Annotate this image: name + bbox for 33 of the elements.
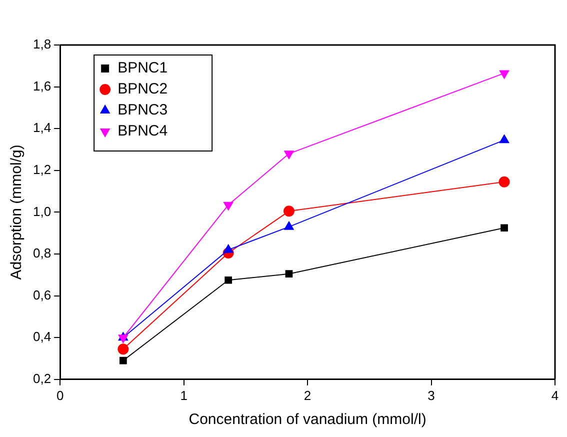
x-tick-label: 2 <box>304 388 312 403</box>
point <box>284 221 294 230</box>
legend-label: BPNC2 <box>118 80 168 98</box>
x-axis-title: Concentration of vanadium (mmol/l) <box>188 411 426 428</box>
legend-label: BPNC3 <box>118 102 168 119</box>
y-tick-label: 1,6 <box>32 78 52 94</box>
x-tick-label: 4 <box>551 388 559 403</box>
point <box>499 134 510 144</box>
point <box>285 270 293 278</box>
y-tick-label: 1,2 <box>32 162 52 177</box>
legend-label: BPNC4 <box>118 122 168 140</box>
y-tick-label: 0,2 <box>32 370 52 386</box>
y-tick-label: 1,8 <box>32 36 52 52</box>
point <box>118 344 129 355</box>
point <box>224 244 234 253</box>
y-tick-label: 1,0 <box>32 204 52 219</box>
x-tick-label: 0 <box>56 388 64 403</box>
x-tick-label: 1 <box>180 388 188 403</box>
y-tick-label: 1,4 <box>32 120 52 136</box>
point <box>119 356 127 364</box>
point <box>224 202 234 210</box>
point <box>500 224 508 232</box>
x-tick-label: 3 <box>428 388 435 403</box>
point <box>499 70 510 79</box>
y-tick-label: 0,4 <box>32 329 52 344</box>
point <box>283 206 294 217</box>
point <box>284 150 294 160</box>
point <box>224 276 232 284</box>
y-tick-label: 0,6 <box>32 287 52 302</box>
y-tick-label: 0,8 <box>32 246 52 261</box>
y-axis-title: Adsorption (mmol/g) <box>8 144 26 280</box>
legend-label: BPNC1 <box>118 60 168 77</box>
point <box>498 176 510 188</box>
